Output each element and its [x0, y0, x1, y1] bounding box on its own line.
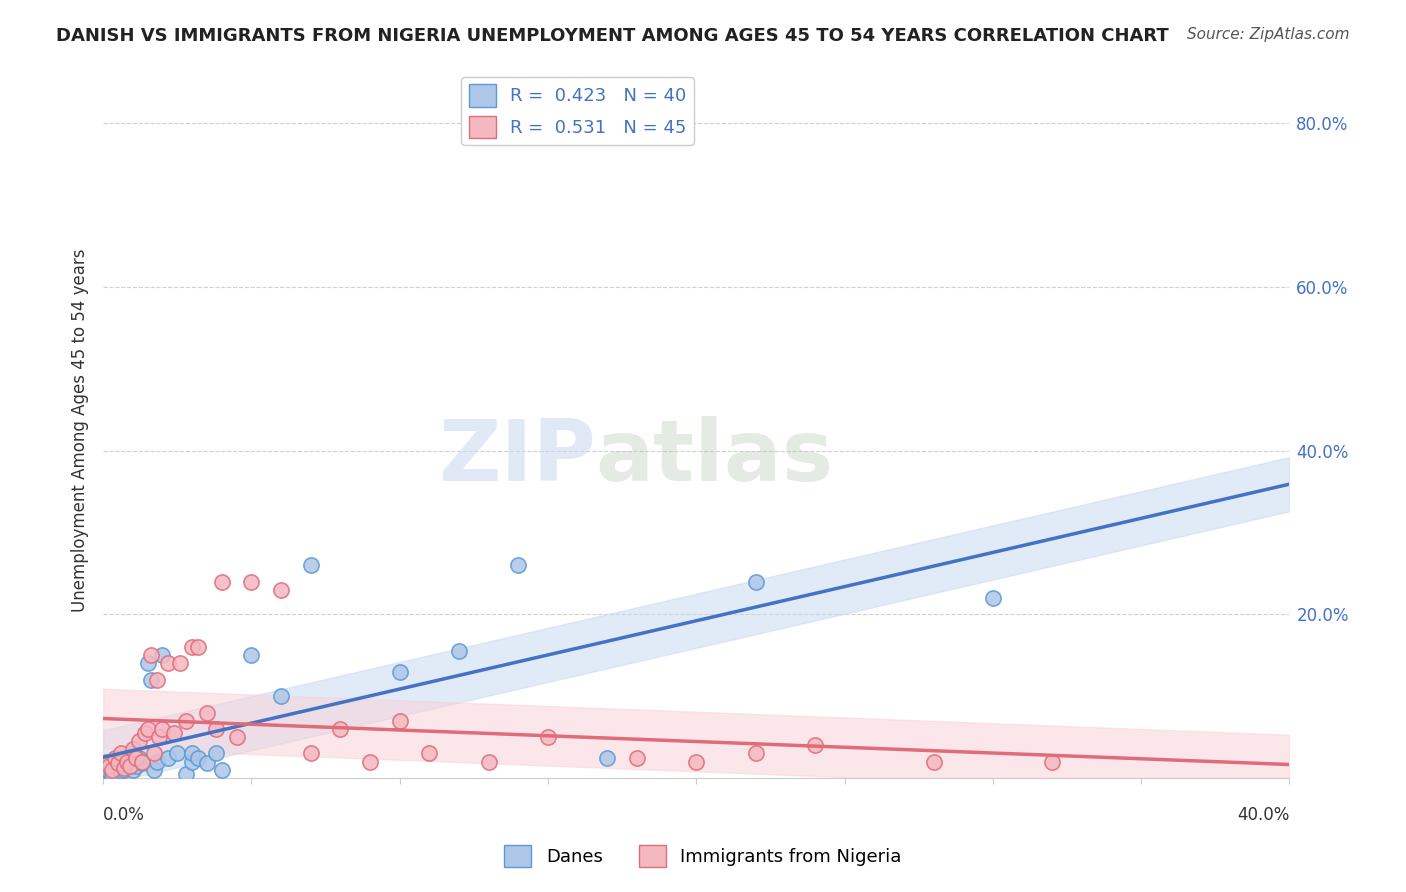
Point [110, 747, 132, 761]
Point [270, 582, 292, 597]
Point [98, 764, 121, 779]
Point [205, 722, 228, 736]
Legend: R =  0.423   N = 40, R =  0.531   N = 45: R = 0.423 N = 40, R = 0.531 N = 45 [461, 78, 693, 145]
Point [922, 755, 945, 769]
Point [329, 722, 352, 736]
Point [187, 750, 209, 764]
Point [744, 747, 766, 761]
Text: ZIP: ZIP [437, 417, 595, 500]
Point [388, 665, 411, 679]
Point [211, 574, 233, 589]
Point [142, 763, 165, 777]
Point [240, 648, 263, 663]
Point [299, 558, 322, 573]
Point [299, 747, 322, 761]
Point [94, 755, 117, 769]
Point [148, 730, 170, 744]
Point [145, 673, 167, 687]
Point [142, 747, 165, 761]
Point [418, 747, 440, 761]
Point [139, 673, 162, 687]
Point [115, 755, 138, 769]
Point [388, 714, 411, 728]
Point [121, 747, 143, 761]
Point [174, 767, 197, 781]
Point [157, 657, 180, 671]
Point [163, 726, 186, 740]
Point [447, 644, 470, 658]
Text: Source: ZipAtlas.com: Source: ZipAtlas.com [1187, 27, 1350, 42]
Point [139, 648, 162, 663]
Point [145, 755, 167, 769]
Point [118, 758, 141, 772]
Point [157, 750, 180, 764]
Point [136, 722, 159, 736]
Point [107, 756, 129, 771]
Point [125, 758, 148, 772]
Text: 40.0%: 40.0% [1237, 805, 1289, 824]
Point [478, 755, 501, 769]
Point [101, 767, 124, 781]
Point [107, 761, 129, 775]
Point [125, 750, 148, 764]
Point [112, 761, 135, 775]
Point [359, 755, 381, 769]
Point [98, 758, 121, 772]
Point [104, 755, 127, 769]
Point [211, 763, 233, 777]
Text: 0.0%: 0.0% [103, 805, 145, 824]
Point [174, 714, 197, 728]
Legend: Danes, Immigrants from Nigeria: Danes, Immigrants from Nigeria [498, 838, 908, 874]
Point [270, 689, 292, 703]
Point [804, 738, 827, 752]
Point [596, 750, 619, 764]
Point [240, 574, 263, 589]
Point [152, 648, 174, 663]
Point [121, 742, 143, 756]
Point [152, 722, 174, 736]
Point [115, 758, 138, 772]
Point [187, 640, 209, 654]
Point [131, 755, 153, 769]
Point [195, 756, 218, 771]
Point [104, 750, 127, 764]
Point [110, 764, 132, 779]
Point [134, 726, 156, 740]
Point [685, 755, 707, 769]
Point [981, 591, 1004, 605]
Point [110, 750, 132, 764]
Point [112, 763, 135, 777]
Point [1040, 755, 1063, 769]
Point [508, 558, 530, 573]
Point [744, 574, 766, 589]
Point [94, 763, 117, 777]
Point [166, 747, 188, 761]
Y-axis label: Unemployment Among Ages 45 to 54 years: Unemployment Among Ages 45 to 54 years [72, 248, 89, 612]
Text: DANISH VS IMMIGRANTS FROM NIGERIA UNEMPLOYMENT AMONG AGES 45 TO 54 YEARS CORRELA: DANISH VS IMMIGRANTS FROM NIGERIA UNEMPL… [56, 27, 1168, 45]
Point [181, 747, 204, 761]
Point [101, 763, 124, 777]
Point [121, 763, 143, 777]
Point [626, 750, 648, 764]
Point [101, 758, 124, 772]
Point [181, 640, 204, 654]
Point [128, 750, 150, 764]
Point [225, 730, 247, 744]
Text: atlas: atlas [595, 417, 834, 500]
Point [181, 755, 204, 769]
Point [537, 730, 560, 744]
Point [195, 706, 218, 720]
Point [118, 755, 141, 769]
Point [128, 734, 150, 748]
Point [107, 756, 129, 771]
Point [169, 657, 191, 671]
Point [131, 756, 153, 771]
Point [205, 747, 228, 761]
Point [136, 657, 159, 671]
